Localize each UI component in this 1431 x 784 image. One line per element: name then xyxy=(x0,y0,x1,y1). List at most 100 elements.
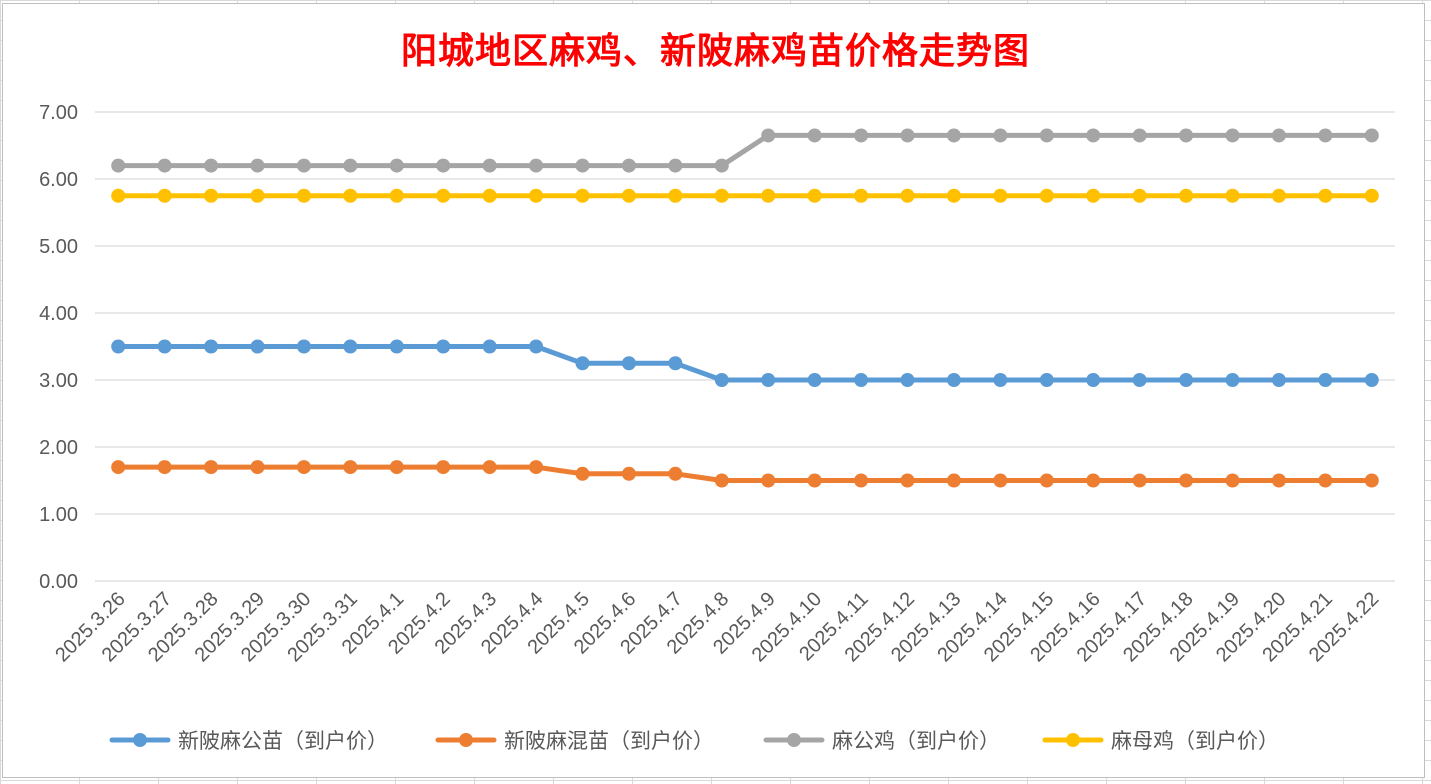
data-point xyxy=(668,356,683,371)
legend-marker xyxy=(459,733,473,747)
data-point xyxy=(204,158,219,173)
data-point xyxy=(575,158,590,173)
data-point xyxy=(946,188,961,203)
data-point xyxy=(668,158,683,173)
data-point xyxy=(482,460,497,475)
legend-item-1: 新陂麻公苗（到户价） xyxy=(109,729,388,753)
data-point xyxy=(714,188,729,203)
data-point xyxy=(1086,128,1101,143)
data-point xyxy=(1086,473,1101,488)
series-line xyxy=(115,132,1375,169)
data-point xyxy=(1318,473,1333,488)
x-axis-tick-labels: 2025.3.262025.3.272025.3.282025.3.292025… xyxy=(51,588,1383,666)
data-point xyxy=(250,339,265,354)
data-point xyxy=(621,356,636,371)
legend-item-2: 新陂麻混苗（到户价） xyxy=(435,729,714,753)
data-point xyxy=(343,460,358,475)
data-point xyxy=(482,339,497,354)
data-point xyxy=(761,473,776,488)
data-point xyxy=(111,188,126,203)
data-point xyxy=(1086,373,1101,387)
data-point xyxy=(157,460,172,475)
data-point xyxy=(761,128,776,143)
y-tick-label: 5.00 xyxy=(39,236,78,258)
data-point xyxy=(900,373,915,387)
data-point xyxy=(575,466,590,481)
series-2 xyxy=(111,460,1379,488)
data-point xyxy=(436,460,451,475)
series-line xyxy=(115,344,1375,383)
data-point xyxy=(854,188,869,203)
data-point xyxy=(529,460,544,475)
series-4 xyxy=(111,188,1379,203)
legend-item-3: 麻公鸡（到户价） xyxy=(763,729,1000,753)
data-point xyxy=(668,188,683,203)
data-point xyxy=(1318,188,1333,203)
data-point xyxy=(1086,188,1101,203)
data-point xyxy=(1225,373,1240,387)
data-point xyxy=(204,188,219,203)
series-line xyxy=(115,464,1375,483)
data-point xyxy=(668,466,683,481)
data-point xyxy=(1132,473,1147,488)
data-point xyxy=(529,339,544,354)
data-point xyxy=(575,188,590,203)
y-tick-label: 4.00 xyxy=(39,303,78,325)
data-point xyxy=(807,188,822,203)
data-point xyxy=(1364,188,1379,203)
y-axis-tick-labels: 0.00 1.00 2.00 3.00 4.00 5.00 6.00 7.00 xyxy=(39,102,78,593)
data-point xyxy=(1132,188,1147,203)
data-point xyxy=(946,473,961,488)
series-3 xyxy=(111,128,1379,173)
series-lines xyxy=(111,128,1379,488)
y-tick-label: 0.00 xyxy=(39,571,78,593)
data-point xyxy=(807,128,822,143)
data-point xyxy=(1318,128,1333,143)
data-point xyxy=(1179,473,1194,488)
data-point xyxy=(1225,188,1240,203)
data-point xyxy=(436,339,451,354)
data-point xyxy=(1271,188,1286,203)
data-point xyxy=(993,128,1008,143)
data-point xyxy=(1318,373,1333,387)
legend-label: 新陂麻公苗（到户价） xyxy=(178,729,388,753)
data-point xyxy=(621,158,636,173)
data-point xyxy=(204,339,219,354)
legend-marker xyxy=(133,733,147,747)
data-point xyxy=(1364,373,1379,387)
data-point xyxy=(111,339,126,354)
y-tick-label: 6.00 xyxy=(39,169,78,191)
data-point xyxy=(946,373,961,387)
data-point xyxy=(1225,473,1240,488)
data-point xyxy=(296,188,311,203)
data-point xyxy=(482,158,497,173)
data-point xyxy=(1179,128,1194,143)
data-point xyxy=(343,339,358,354)
data-point xyxy=(946,128,961,143)
data-point xyxy=(1132,128,1147,143)
y-tick-label: 1.00 xyxy=(39,504,78,526)
data-point xyxy=(621,466,636,481)
data-point xyxy=(900,473,915,488)
data-point xyxy=(714,473,729,488)
data-point xyxy=(621,188,636,203)
data-point xyxy=(1039,373,1054,387)
data-point xyxy=(761,188,776,203)
data-point xyxy=(854,373,869,387)
data-point xyxy=(1179,373,1194,387)
data-point xyxy=(1271,473,1286,488)
data-point xyxy=(807,373,822,387)
data-point xyxy=(529,188,544,203)
legend-label: 新陂麻混苗（到户价） xyxy=(504,729,714,753)
data-point xyxy=(529,158,544,173)
data-point xyxy=(204,460,219,475)
legend-label: 麻母鸡（到户价） xyxy=(1111,729,1279,753)
data-point xyxy=(1364,473,1379,488)
data-point xyxy=(111,460,126,475)
legend-item-4: 麻母鸡（到户价） xyxy=(1042,729,1279,753)
data-point xyxy=(296,158,311,173)
data-point xyxy=(1179,188,1194,203)
data-point xyxy=(1271,373,1286,387)
y-tick-label: 2.00 xyxy=(39,437,78,459)
